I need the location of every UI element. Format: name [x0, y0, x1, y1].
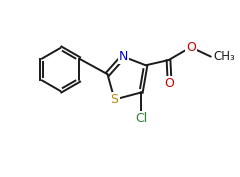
Text: CH₃: CH₃ — [214, 50, 235, 63]
Text: S: S — [111, 93, 119, 106]
Text: N: N — [119, 50, 128, 63]
Text: O: O — [165, 77, 175, 90]
Text: Cl: Cl — [135, 112, 147, 125]
Text: O: O — [186, 41, 196, 54]
